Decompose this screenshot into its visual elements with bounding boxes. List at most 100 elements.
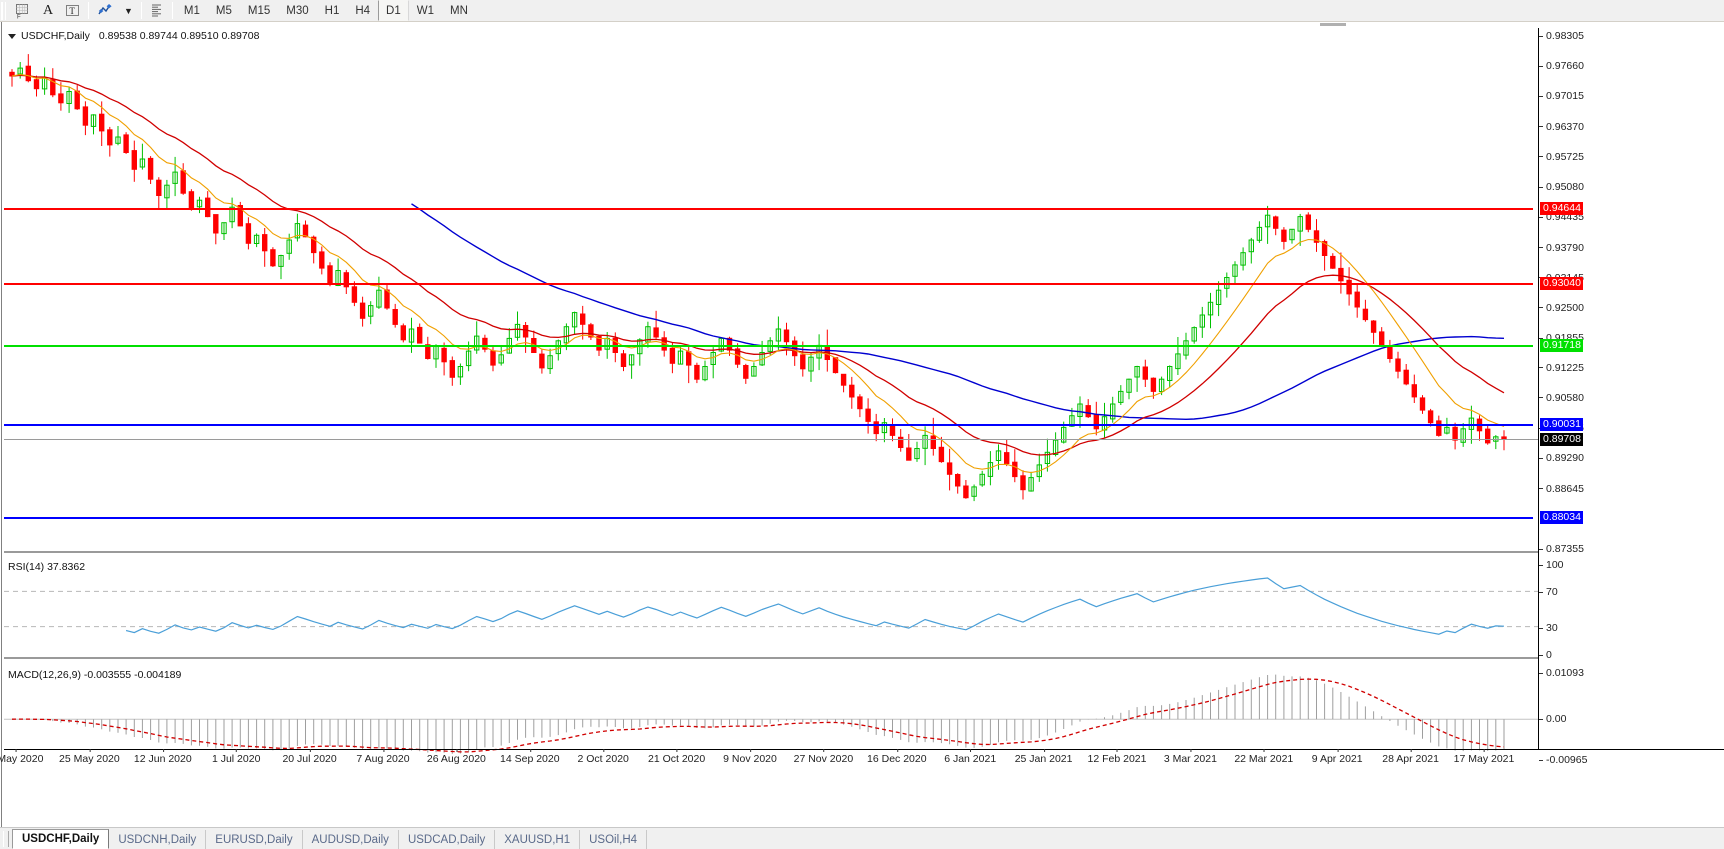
crosshair-grid-icon[interactable]: F: [10, 1, 36, 21]
level-line-stroke: [4, 517, 1538, 520]
timeframe-m15[interactable]: M15: [247, 4, 271, 17]
rsi-tick-100: 100: [1539, 560, 1564, 570]
price-chart-canvas: [9, 54, 1507, 502]
level-line-handle[interactable]: [1533, 515, 1538, 522]
rsi-pane[interactable]: RSI(14) 37.8362: [4, 559, 1538, 659]
chart-tab-usoil-h4[interactable]: USOil,H4: [580, 830, 648, 849]
level-line-handle[interactable]: [1533, 342, 1538, 349]
price-tag-resistance-2: 0.93040: [1540, 276, 1583, 290]
level-line-handle[interactable]: [1533, 421, 1538, 428]
price-tick-1: 0.97660: [1539, 61, 1584, 71]
time-tick-15: 12 Feb 2021: [1087, 749, 1147, 765]
time-tick-8: 2 Oct 2020: [577, 749, 629, 765]
price-tick-5: 0.95080: [1539, 182, 1584, 192]
time-tick-14: 25 Jan 2021: [1014, 749, 1073, 765]
chart-tab-usdcnh-daily[interactable]: USDCNH,Daily: [109, 830, 207, 849]
periodicity-icon[interactable]: [145, 1, 169, 21]
rsi-tick-70: 70: [1539, 587, 1558, 597]
price-tag-pivot: 0.91718: [1540, 338, 1583, 352]
price-pane[interactable]: [4, 28, 1538, 553]
timeframe-m5[interactable]: M5: [215, 4, 232, 17]
chart-ohlc-values: 0.89538 0.89744 0.89510 0.89708: [98, 30, 260, 42]
macd-tick-1: 0.00: [1539, 714, 1566, 724]
price-tick-14: 0.89290: [1539, 453, 1584, 464]
macd-tick-0: 0.01093: [1539, 668, 1584, 678]
chart-tab-audusd-daily[interactable]: AUDUSD,Daily: [303, 830, 399, 849]
chart-symbol-period: USDCHF,Daily: [21, 30, 90, 42]
price-tag-resistance-1: 0.94644: [1540, 201, 1583, 215]
time-tick-13: 6 Jan 2021: [944, 749, 997, 765]
time-tick-12: 16 Dec 2020: [867, 749, 927, 765]
time-tick-4: 20 Jul 2020: [282, 749, 337, 765]
level-line-stroke: [4, 423, 1538, 426]
price-tick-16: 0.87355: [1539, 544, 1584, 554]
rsi-label: RSI(14) 37.8362: [8, 561, 86, 573]
text-tool-icon[interactable]: A: [42, 2, 54, 18]
timeframe-mn[interactable]: MN: [450, 4, 468, 17]
price-scale[interactable]: 0.98305 0.97660 0.97015 0.96370 0.95725 0.950…: [1538, 28, 1724, 765]
time-tick-16: 3 Mar 2021: [1163, 749, 1217, 765]
chart-tab-usdchf-daily[interactable]: USDCHF,Daily: [12, 829, 110, 849]
chart-tab-xauusd-h1[interactable]: XAUUSD,H1: [495, 830, 581, 849]
level-line-stroke: [4, 282, 1538, 285]
time-tick-11: 27 Nov 2020: [793, 749, 854, 765]
macd-label: MACD(12,26,9) -0.003555 -0.004189: [8, 669, 182, 681]
toolbar-separator-3: [171, 2, 173, 19]
toolbar-drag-handle[interactable]: [1, 1, 8, 20]
price-tick-3: 0.96370: [1539, 121, 1584, 132]
timeframe-w1[interactable]: W1: [416, 4, 434, 17]
timeframe-h4[interactable]: H4: [355, 4, 371, 17]
rsi-tick-30: 30: [1539, 623, 1558, 633]
time-scale[interactable]: 6 May 2020 25 May 2020 12 Jun 2020 1 Jul 20…: [0, 749, 1724, 771]
main-toolbar: F A T ▼: [0, 0, 1724, 22]
macd-pane[interactable]: MACD(12,26,9) -0.003555 -0.004189: [4, 667, 1538, 766]
time-tick-18: 9 Apr 2021: [1311, 749, 1363, 765]
chart-header: USDCHF,Daily 0.89538 0.89744 0.89510 0.8…: [8, 30, 259, 42]
timeframe-m30[interactable]: M30: [286, 4, 309, 17]
time-tick-6: 26 Aug 2020: [426, 749, 486, 765]
price-tick-7: 0.93790: [1539, 242, 1584, 253]
level-line-stroke: [4, 344, 1538, 347]
toolbar-separator-2: [140, 2, 142, 19]
level-line-handle[interactable]: [1533, 205, 1538, 212]
time-tick-1: 25 May 2020: [59, 749, 120, 765]
price-tick-2: 0.97015: [1539, 91, 1584, 102]
price-tick-12: 0.90580: [1539, 393, 1584, 403]
price-tick-10: 0.91855: [1539, 333, 1584, 343]
time-tick-3: 1 Jul 2020: [211, 749, 261, 765]
timeframe-d1[interactable]: D1: [378, 0, 409, 21]
chart-area[interactable]: USDCHF,Daily 0.89538 0.89744 0.89510 0.8…: [0, 22, 1724, 827]
rsi-chart-canvas: [4, 577, 1538, 635]
rsi-tick-0: 0: [1539, 650, 1552, 660]
price-tick-0: 0.98305: [1539, 31, 1584, 41]
time-tick-20: 17 May 2021: [1453, 749, 1515, 765]
chart-tab-usdcad-daily[interactable]: USDCAD,Daily: [399, 830, 496, 849]
timeframe-m1[interactable]: M1: [183, 4, 200, 17]
price-tag-support-1: 0.90031: [1540, 417, 1583, 431]
time-tick-2: 12 Jun 2020: [133, 749, 192, 765]
time-tick-19: 28 Apr 2021: [1382, 749, 1439, 765]
text-label-icon[interactable]: T: [60, 1, 85, 21]
price-tick-9: 0.92500: [1539, 303, 1584, 313]
level-line-handle[interactable]: [1533, 280, 1538, 287]
price-tick-11: 0.91225: [1539, 362, 1584, 373]
time-tick-17: 22 Mar 2021: [1234, 749, 1294, 765]
price-tick-4: 0.95725: [1539, 152, 1584, 162]
macd-chart-canvas: [4, 674, 1538, 754]
current-price-tag: 0.89708: [1540, 432, 1583, 446]
time-tick-5: 7 Aug 2020: [356, 749, 410, 765]
macd-tick-2: -0.00965: [1539, 755, 1587, 765]
price-tag-support-2: 0.88034: [1540, 511, 1583, 525]
indicators-dropdown-icon[interactable]: ▼: [124, 5, 133, 16]
scrollbar-thumb[interactable]: [1320, 23, 1346, 26]
time-tick-7: 14 Sep 2020: [500, 749, 560, 765]
chart-horizontal-scrollbar[interactable]: [4, 22, 1724, 27]
indicators-icon[interactable]: [92, 1, 119, 21]
tabbar-drag-handle[interactable]: [3, 831, 9, 847]
toolbar-separator-1: [88, 2, 89, 19]
timeframe-h1[interactable]: H1: [324, 4, 340, 17]
chart-tab-eurusd-daily[interactable]: EURUSD,Daily: [206, 830, 303, 849]
price-tick-6: 0.94435: [1539, 212, 1584, 223]
svg-text:T: T: [69, 6, 75, 16]
chart-collapse-icon[interactable]: [8, 33, 16, 39]
